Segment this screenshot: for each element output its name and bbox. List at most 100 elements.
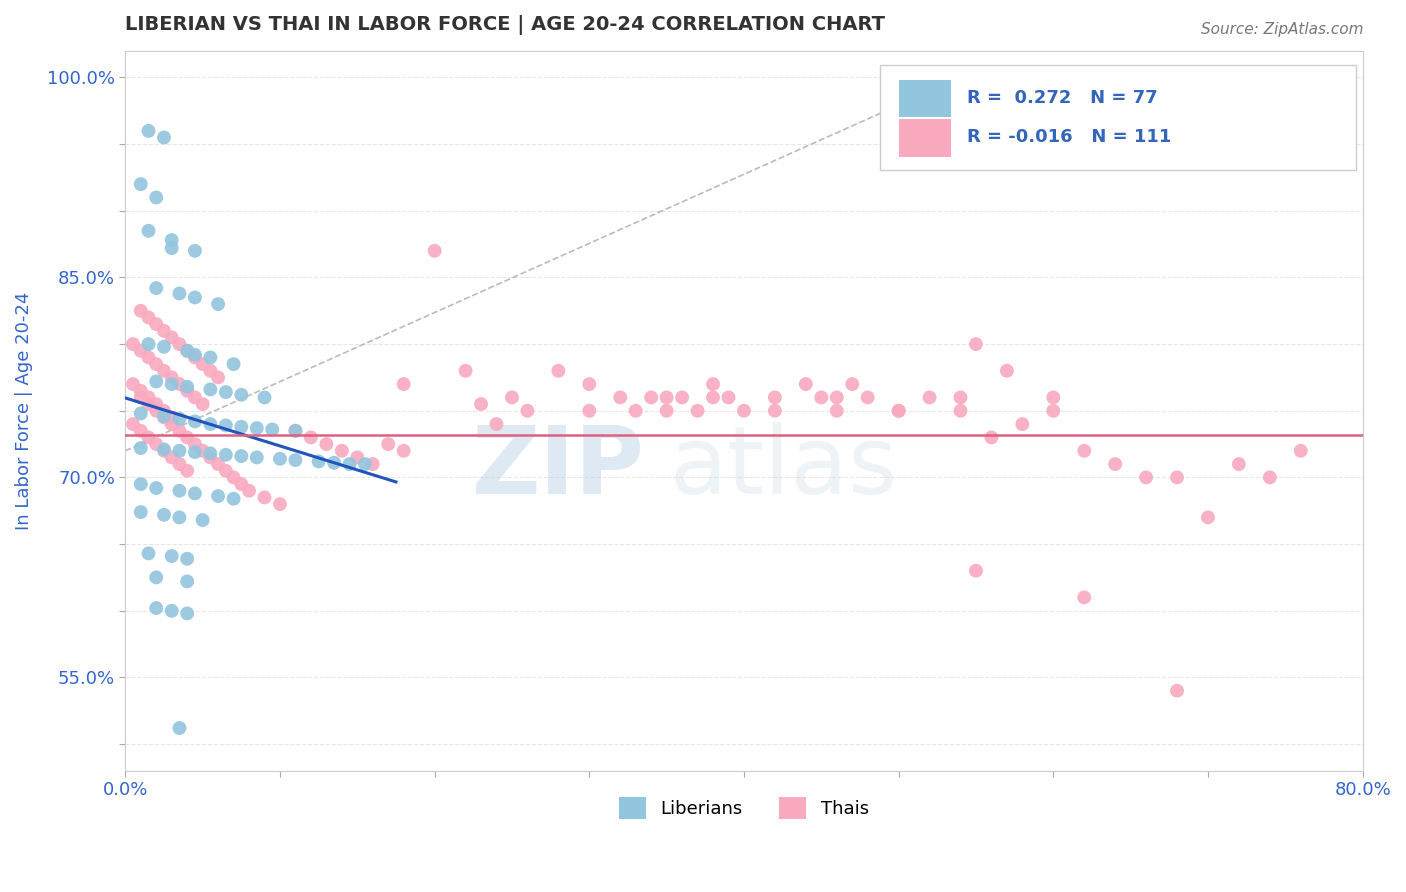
Point — [176, 343, 198, 358]
Point — [1289, 443, 1312, 458]
Point — [184, 391, 207, 405]
Point — [262, 422, 284, 436]
Point — [145, 437, 167, 451]
Point — [160, 549, 183, 563]
Point — [547, 364, 569, 378]
Point — [169, 377, 191, 392]
Point — [153, 340, 176, 354]
Point — [138, 337, 160, 351]
Point — [501, 391, 523, 405]
Point — [160, 370, 183, 384]
Point — [176, 384, 198, 398]
Point — [153, 130, 176, 145]
Point — [129, 384, 152, 398]
Point — [160, 604, 183, 618]
Point — [191, 397, 214, 411]
Point — [129, 343, 152, 358]
Point — [215, 448, 238, 462]
Point — [1166, 470, 1188, 484]
Point — [717, 391, 740, 405]
Point — [354, 457, 377, 471]
Point — [153, 508, 176, 522]
Point — [184, 414, 207, 428]
Point — [361, 457, 384, 471]
Point — [184, 244, 207, 258]
Point — [315, 437, 337, 451]
Point — [702, 391, 724, 405]
Point — [578, 403, 600, 417]
Point — [145, 397, 167, 411]
Point — [231, 477, 253, 491]
Point — [231, 388, 253, 402]
Point — [1073, 443, 1095, 458]
Point — [160, 377, 183, 392]
Point — [1104, 457, 1126, 471]
Point — [184, 445, 207, 459]
Point — [122, 337, 145, 351]
Point — [222, 491, 245, 506]
Point — [655, 403, 678, 417]
Y-axis label: In Labor Force | Age 20-24: In Labor Force | Age 20-24 — [15, 292, 32, 530]
Point — [184, 486, 207, 500]
Point — [810, 391, 832, 405]
Point — [153, 409, 176, 423]
Point — [323, 456, 346, 470]
Point — [169, 424, 191, 438]
Point — [949, 391, 972, 405]
Point — [246, 421, 269, 435]
Point — [138, 351, 160, 365]
Point — [176, 380, 198, 394]
Point — [129, 424, 152, 438]
Text: atlas: atlas — [669, 422, 898, 515]
Point — [184, 351, 207, 365]
Point — [284, 424, 307, 438]
Point — [578, 377, 600, 392]
Point — [640, 391, 662, 405]
Point — [207, 457, 229, 471]
Text: LIBERIAN VS THAI IN LABOR FORCE | AGE 20-24 CORRELATION CHART: LIBERIAN VS THAI IN LABOR FORCE | AGE 20… — [125, 15, 886, 35]
Point — [145, 281, 167, 295]
Point — [671, 391, 693, 405]
Point — [949, 403, 972, 417]
Point — [153, 410, 176, 425]
Point — [129, 477, 152, 491]
Point — [1011, 417, 1033, 431]
Point — [887, 403, 910, 417]
Point — [965, 564, 987, 578]
Point — [153, 324, 176, 338]
Point — [176, 430, 198, 444]
Point — [160, 241, 183, 255]
Point — [145, 570, 167, 584]
Point — [138, 546, 160, 560]
Point — [1166, 683, 1188, 698]
Point — [825, 403, 848, 417]
Point — [184, 290, 207, 304]
Point — [145, 317, 167, 331]
Point — [702, 377, 724, 392]
Point — [392, 443, 415, 458]
Point — [965, 337, 987, 351]
Point — [763, 391, 786, 405]
Point — [1135, 470, 1157, 484]
Point — [138, 397, 160, 411]
Point — [138, 124, 160, 138]
Point — [160, 450, 183, 465]
Point — [763, 403, 786, 417]
Point — [153, 403, 176, 417]
Point — [215, 464, 238, 478]
Point — [122, 417, 145, 431]
Point — [200, 450, 222, 465]
Point — [153, 442, 176, 457]
Point — [231, 419, 253, 434]
Point — [169, 337, 191, 351]
Point — [169, 286, 191, 301]
Point — [191, 443, 214, 458]
Point — [153, 364, 176, 378]
Point — [733, 403, 755, 417]
Point — [200, 383, 222, 397]
Point — [330, 443, 353, 458]
Point — [284, 453, 307, 467]
Point — [129, 505, 152, 519]
Point — [145, 403, 167, 417]
Point — [609, 391, 631, 405]
